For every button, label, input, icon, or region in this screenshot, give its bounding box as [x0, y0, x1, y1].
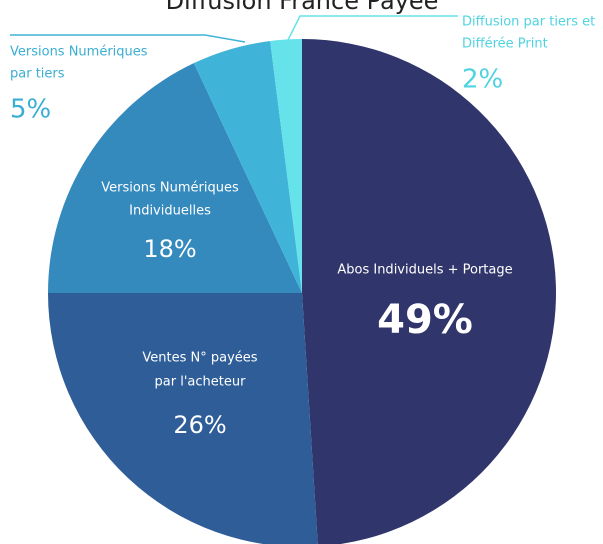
chart-title: Diffusion France Payée [166, 0, 439, 15]
slice-label: Abos Individuels + Portage [337, 263, 512, 278]
slice-label: par tiers [10, 67, 65, 82]
value-label: 26% [173, 411, 226, 439]
pie-slice [193, 41, 302, 293]
slice-label: par l'acheteur [155, 375, 247, 390]
pie-slice [270, 39, 302, 293]
slice-label: Diffusion par tiers et [462, 15, 595, 30]
leader-line [10, 34, 246, 43]
value-label: 5% [10, 95, 51, 125]
value-label: 49% [377, 297, 473, 343]
pie-slice [48, 63, 302, 294]
pie-slice [48, 293, 318, 544]
leader-line [286, 15, 458, 43]
value-label: 18% [143, 235, 196, 263]
slice-label: Individuelles [129, 204, 211, 219]
slice-label: Différée Print [462, 37, 548, 52]
slice-label: Versions Numériques [10, 45, 148, 60]
value-label: 2% [462, 65, 503, 95]
slice-label: Ventes N° payées [142, 351, 257, 366]
pie-slice [302, 39, 556, 544]
slice-label: Versions Numériques [101, 181, 239, 196]
